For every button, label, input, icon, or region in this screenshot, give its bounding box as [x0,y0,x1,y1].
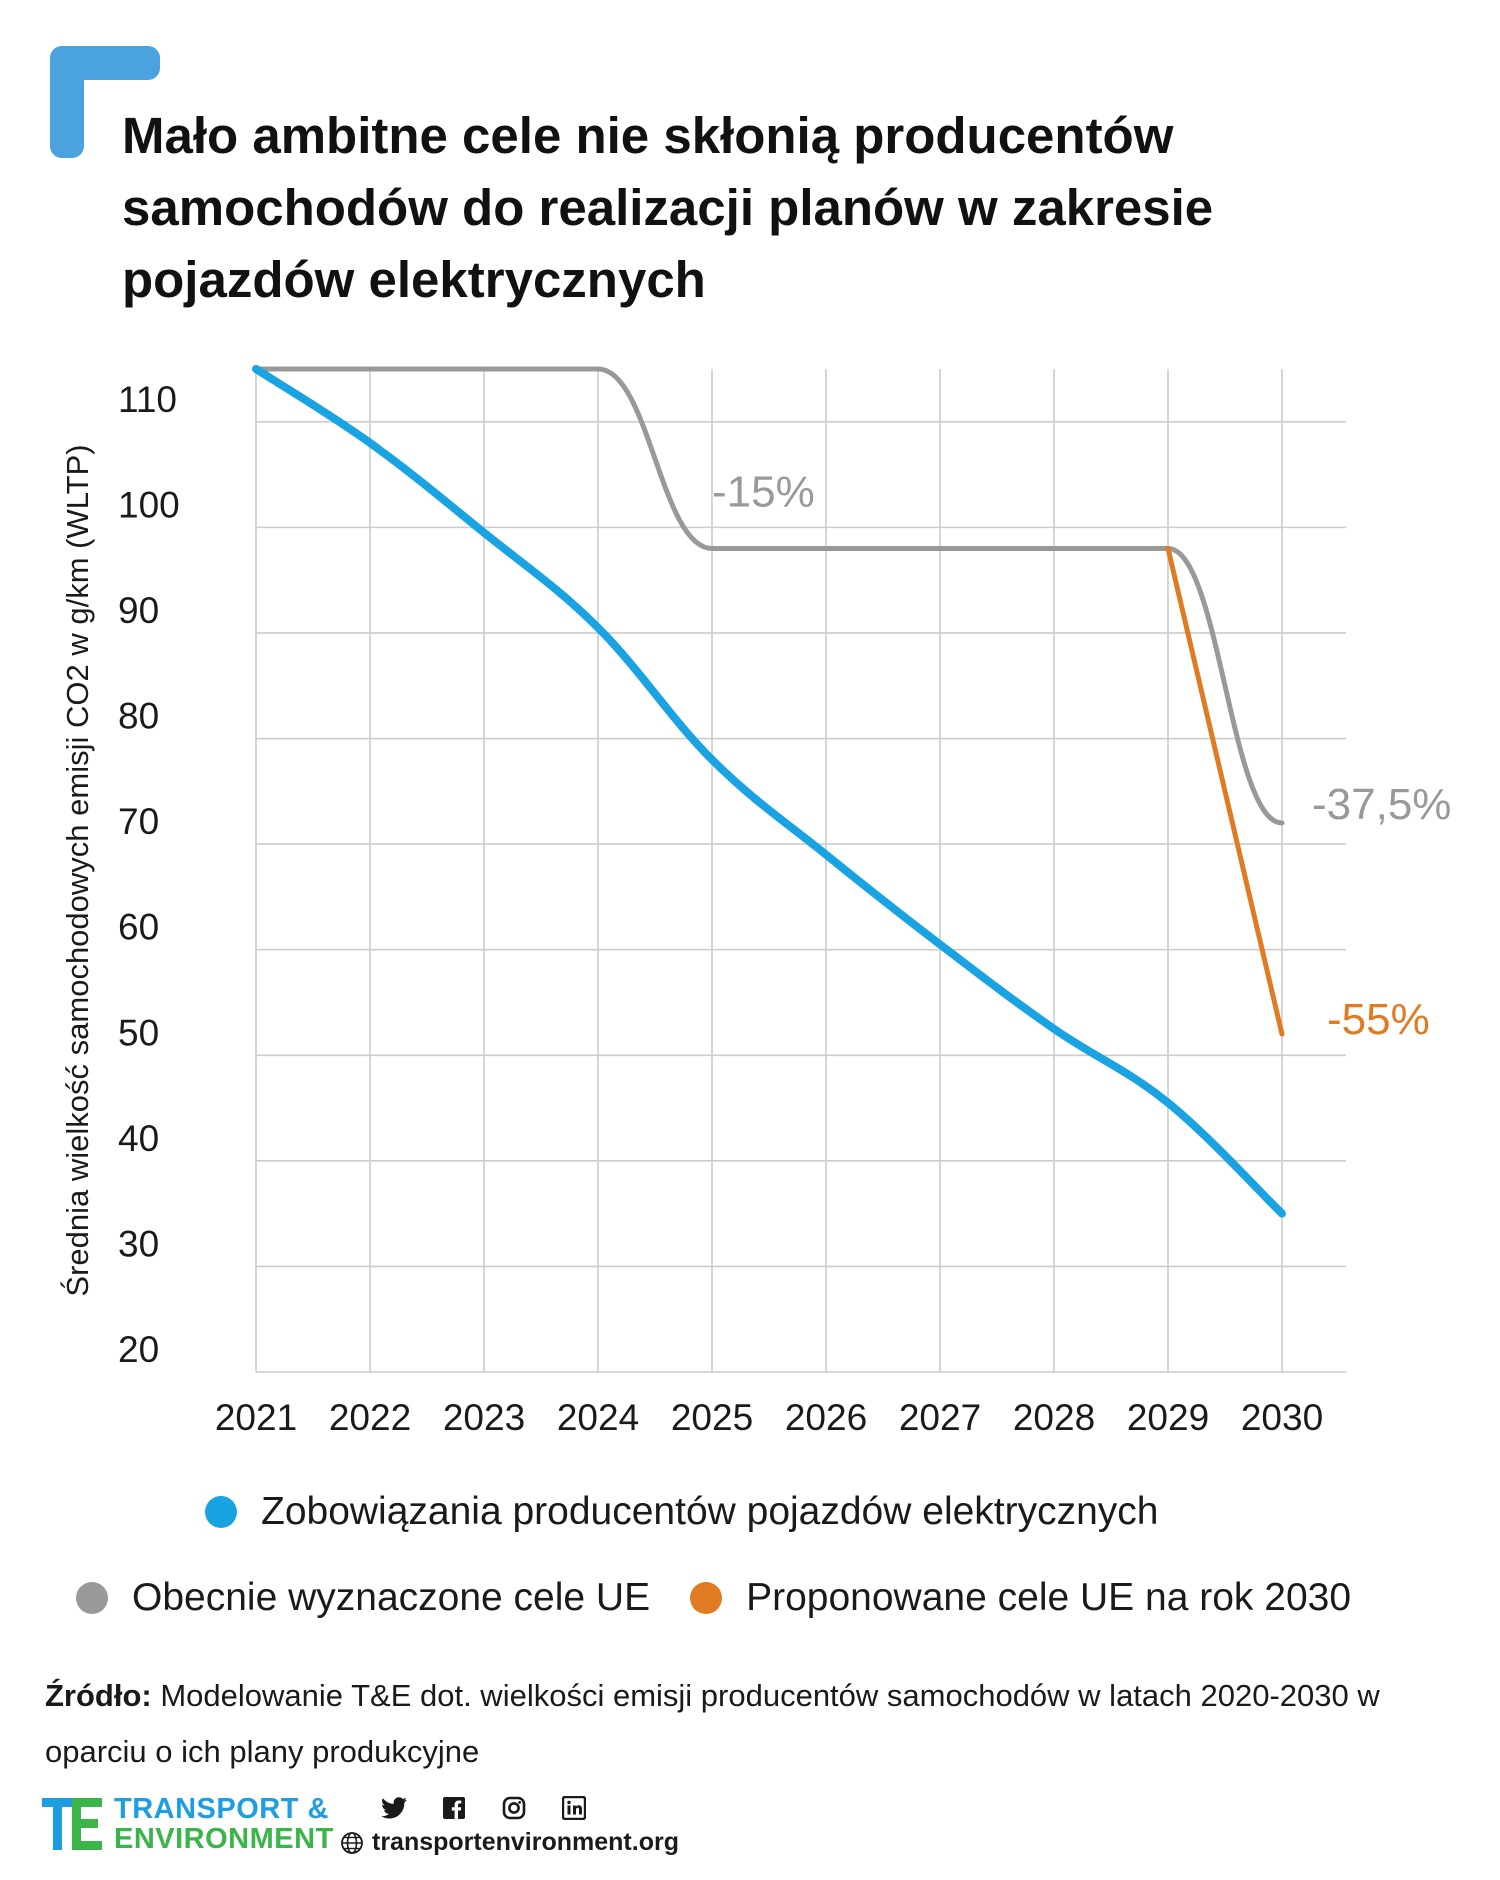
chart-series [252,365,1286,1218]
x-tick-label: 2026 [785,1397,867,1438]
website-url: transportenvironment.org [372,1828,679,1856]
x-tick-label: 2021 [215,1397,297,1438]
legend-label-ev-commitments: Zobowiązania producentów pojazdów elektr… [261,1490,1159,1533]
y-tick-label: 100 [118,484,180,525]
chart-annotations: -15% -37,5% -55% [712,467,1451,1044]
legend-item-current-targets: Obecnie wyznaczone cele UE [76,1576,650,1620]
emissions-line-chart: 110 100 90 80 70 60 50 40 30 20 2021 2022 2023 2024 20… [59,365,1451,1438]
legend-label-proposed-targets: Proponowane cele UE na rok 2030 [746,1576,1352,1619]
source-note: Źródło: Modelowanie T&E dot. wielkości e… [45,1668,1455,1780]
social-links [340,1794,720,1858]
x-tick-label: 2025 [671,1397,753,1438]
y-tick-label: 40 [118,1118,159,1159]
x-tick-label: 2028 [1013,1397,1095,1438]
legend-row-2: Obecnie wyznaczone cele UE Proponowane c… [76,1576,1391,1620]
facebook-icon[interactable] [440,1794,468,1822]
footer: TRANSPORT & ENVIRONMENT transportenviron… [42,1794,742,1858]
legend-dot-ev-commitments [205,1496,237,1528]
y-tick-label: 80 [118,696,159,737]
chart-grid [255,369,1346,1373]
y-tick-label: 110 [118,379,177,420]
y-tick-label: 20 [118,1329,159,1370]
annotation-minus-15: -15% [712,467,815,516]
annotation-minus-37-5: -37,5% [1312,780,1451,829]
x-tick-label: 2029 [1127,1397,1209,1438]
legend-dot-proposed-targets [690,1582,723,1614]
legend-row-1: Zobowiązania producentów pojazdów elektr… [205,1490,1199,1534]
x-tick-label: 2024 [557,1397,639,1438]
legend-item-ev-commitments: Zobowiązania producentów pojazdów elektr… [205,1490,1159,1534]
twitter-icon[interactable] [380,1794,408,1822]
page-title: Mało ambitne cele nie skłonią producentó… [122,107,1214,308]
x-tick-label: 2023 [443,1397,525,1438]
y-tick-label: 60 [118,907,159,948]
x-tick-label: 2030 [1241,1397,1323,1438]
te-logo-icon [42,1798,102,1850]
corner-accent-mark [50,46,160,158]
y-axis-label: Średnia wielkość samochodowych emisji CO… [59,444,95,1296]
series-proposed-targets [1165,545,1285,1037]
x-tick-label: 2027 [899,1397,981,1438]
brand-logo[interactable]: TRANSPORT & ENVIRONMENT [42,1794,334,1854]
linkedin-icon[interactable] [560,1794,588,1822]
instagram-icon[interactable] [500,1794,528,1822]
brand-line-1: TRANSPORT & [114,1793,329,1825]
legend-label-current-targets: Obecnie wyznaczone cele UE [132,1576,651,1619]
y-tick-label: 50 [118,1012,159,1053]
legend-item-proposed-targets: Proponowane cele UE na rok 2030 [690,1576,1351,1620]
annotation-minus-55: -55% [1327,995,1430,1044]
brand-line-2: ENVIRONMENT [114,1823,334,1855]
source-label: Źródło: [45,1678,152,1713]
source-text: Modelowanie T&E dot. wielkości emisji pr… [45,1678,1380,1769]
chart-axes: 110 100 90 80 70 60 50 40 30 20 2021 2022 2023 2024 20… [118,379,1323,1438]
y-tick-label: 90 [118,590,159,631]
legend-dot-current-targets [76,1582,108,1614]
series-ev-commitments [252,365,1286,1218]
globe-icon [341,1831,363,1854]
series-current-targets [253,366,1285,826]
y-tick-label: 70 [118,801,159,842]
x-tick-label: 2022 [329,1397,411,1438]
y-tick-label: 30 [118,1223,159,1264]
website-link[interactable]: transportenvironment.org [340,1828,679,1857]
